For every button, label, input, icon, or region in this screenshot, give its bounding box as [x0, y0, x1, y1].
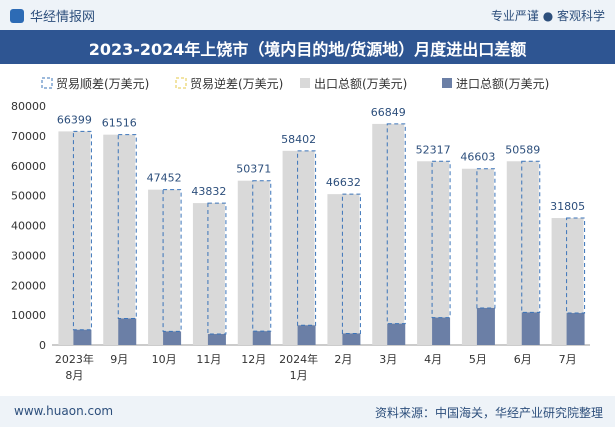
- surplus-label-9: 52317: [416, 143, 451, 156]
- export-bar-7: [327, 194, 360, 345]
- x-tick-label-1-1: 2023年: [55, 352, 94, 366]
- surplus-label-10: 46603: [460, 151, 495, 164]
- legend-swatch-4: [442, 78, 452, 88]
- surplus-bar-6: [297, 150, 317, 326]
- x-tick-label-7: 2月: [334, 353, 352, 366]
- x-tick-label-1-2: 8月: [65, 369, 83, 382]
- x-tick-label-3: 10月: [152, 353, 177, 366]
- y-tick-label-5: 50000: [11, 190, 46, 203]
- surplus-label-4: 43832: [191, 185, 226, 198]
- chart: 贸易顺差(万美元) 贸易逆差(万美元) 出口总额(万美元) 进口总额(万美元) 0 10…: [11, 76, 590, 382]
- import-bar-1: [73, 329, 92, 345]
- surplus-bar-10: [476, 168, 496, 309]
- y-tick-label-6: 60000: [11, 160, 46, 173]
- legend: 贸易顺差(万美元) 贸易逆差(万美元) 出口总额(万美元) 进口总额(万美元): [41, 76, 549, 91]
- y-tick-label-3: 30000: [11, 249, 46, 262]
- surplus-label-2: 61516: [102, 117, 137, 130]
- x-tick-label-5: 12月: [241, 353, 266, 366]
- x-tick-label-6-1: 2024年: [279, 352, 318, 366]
- x-tick-label-4: 11月: [196, 353, 221, 366]
- y-tick-label-7: 70000: [11, 130, 46, 143]
- surplus-label-5: 50371: [236, 163, 271, 176]
- import-bar-9: [432, 317, 451, 345]
- x-tick-label-8: 3月: [379, 353, 397, 366]
- title-bar: 2023-2024年上饶市（境内目的地/货源地）月度进出口差额: [0, 30, 615, 64]
- y-tick-label-1: 10000: [11, 309, 46, 322]
- y-tick-label-2: 20000: [11, 279, 46, 292]
- x-tick-label-6-2: 1月: [290, 369, 308, 382]
- top-bar: 华经情报网 专业严谨 ● 客观科学: [0, 0, 615, 30]
- surplus-bar-7: [341, 193, 361, 334]
- import-bar-10: [476, 307, 495, 345]
- surplus-label-12: 31805: [550, 200, 585, 213]
- export-bar-4: [192, 203, 225, 345]
- surplus-label-8: 66849: [371, 106, 406, 119]
- import-bar-4: [207, 334, 226, 345]
- surplus-label-6: 58402: [281, 133, 316, 146]
- import-bar-6: [297, 325, 316, 345]
- legend-label-1: 贸易顺差(万美元): [56, 77, 149, 91]
- surplus-label-1: 66399: [57, 113, 92, 126]
- legend-label-4: 进口总额(万美元): [456, 77, 549, 91]
- import-bar-11: [521, 312, 540, 345]
- surplus-bar-12: [566, 217, 586, 314]
- legend-label-3: 出口总额(万美元): [314, 77, 407, 91]
- tagline: 专业严谨 ● 客观科学: [490, 9, 605, 23]
- brand-logo-icon: [10, 9, 24, 23]
- surplus-label-7: 46632: [326, 176, 361, 189]
- surplus-bar-11: [521, 160, 541, 313]
- x-axis: 2023年 8月 9月 10月 11月 12月 2024年 1月 2月 3月 4月 5月 6月 7月: [55, 352, 577, 382]
- brand[interactable]: 华经情报网: [10, 6, 95, 25]
- legend-swatch-3: [300, 78, 310, 88]
- y-tick-label-0: 0: [39, 339, 46, 352]
- export-bar-8: [372, 123, 405, 345]
- export-bar-2: [103, 134, 136, 345]
- import-bar-7: [342, 333, 361, 345]
- bars: 66399 61516 47452 43832 50371 58402 46632 66849…: [57, 106, 586, 345]
- export-bar-5: [237, 180, 270, 345]
- chart-title: 2023-2024年上饶市（境内目的地/货源地）月度进出口差额: [88, 40, 527, 59]
- import-bar-2: [118, 318, 137, 345]
- surplus-bar-3: [162, 189, 182, 332]
- export-bar-6: [282, 150, 315, 345]
- import-bar-8: [387, 323, 406, 345]
- surplus-bar-2: [117, 134, 137, 319]
- x-tick-label-11: 6月: [514, 353, 532, 366]
- surplus-bar-1: [72, 130, 92, 331]
- export-bar-9: [417, 161, 450, 345]
- x-tick-label-12: 7月: [559, 353, 577, 366]
- surplus-bar-9: [431, 160, 451, 319]
- export-bar-3: [148, 189, 181, 345]
- x-tick-label-9: 4月: [424, 353, 442, 366]
- footer-site[interactable]: www.huaon.com: [14, 404, 114, 418]
- surplus-label-3: 47452: [147, 172, 182, 185]
- import-bar-3: [163, 331, 182, 345]
- legend-label-2: 贸易逆差(万美元): [190, 76, 283, 91]
- y-axis: 0 10000 20000 30000 40000 50000 60000 70000 8000…: [11, 100, 590, 352]
- footer-source: 资料来源：中国海关，华经产业研究院整理: [374, 406, 603, 420]
- surplus-bar-4: [207, 202, 227, 335]
- legend-swatch-1: [41, 77, 53, 89]
- import-bar-5: [252, 331, 271, 345]
- export-bar-1: [58, 131, 91, 345]
- surplus-bar-8: [386, 123, 406, 325]
- x-tick-label-10: 5月: [469, 353, 487, 366]
- brand-name: 华经情报网: [30, 10, 96, 25]
- footer: www.huaon.com 资料来源：中国海关，华经产业研究院整理: [0, 396, 615, 427]
- x-tick-label-2: 9月: [110, 353, 128, 366]
- legend-swatch-2: [175, 77, 187, 89]
- surplus-bar-5: [252, 180, 272, 332]
- y-tick-label-8: 80000: [11, 100, 46, 113]
- surplus-label-11: 50589: [505, 143, 540, 156]
- import-bar-12: [566, 313, 585, 345]
- y-tick-label-4: 40000: [11, 220, 46, 233]
